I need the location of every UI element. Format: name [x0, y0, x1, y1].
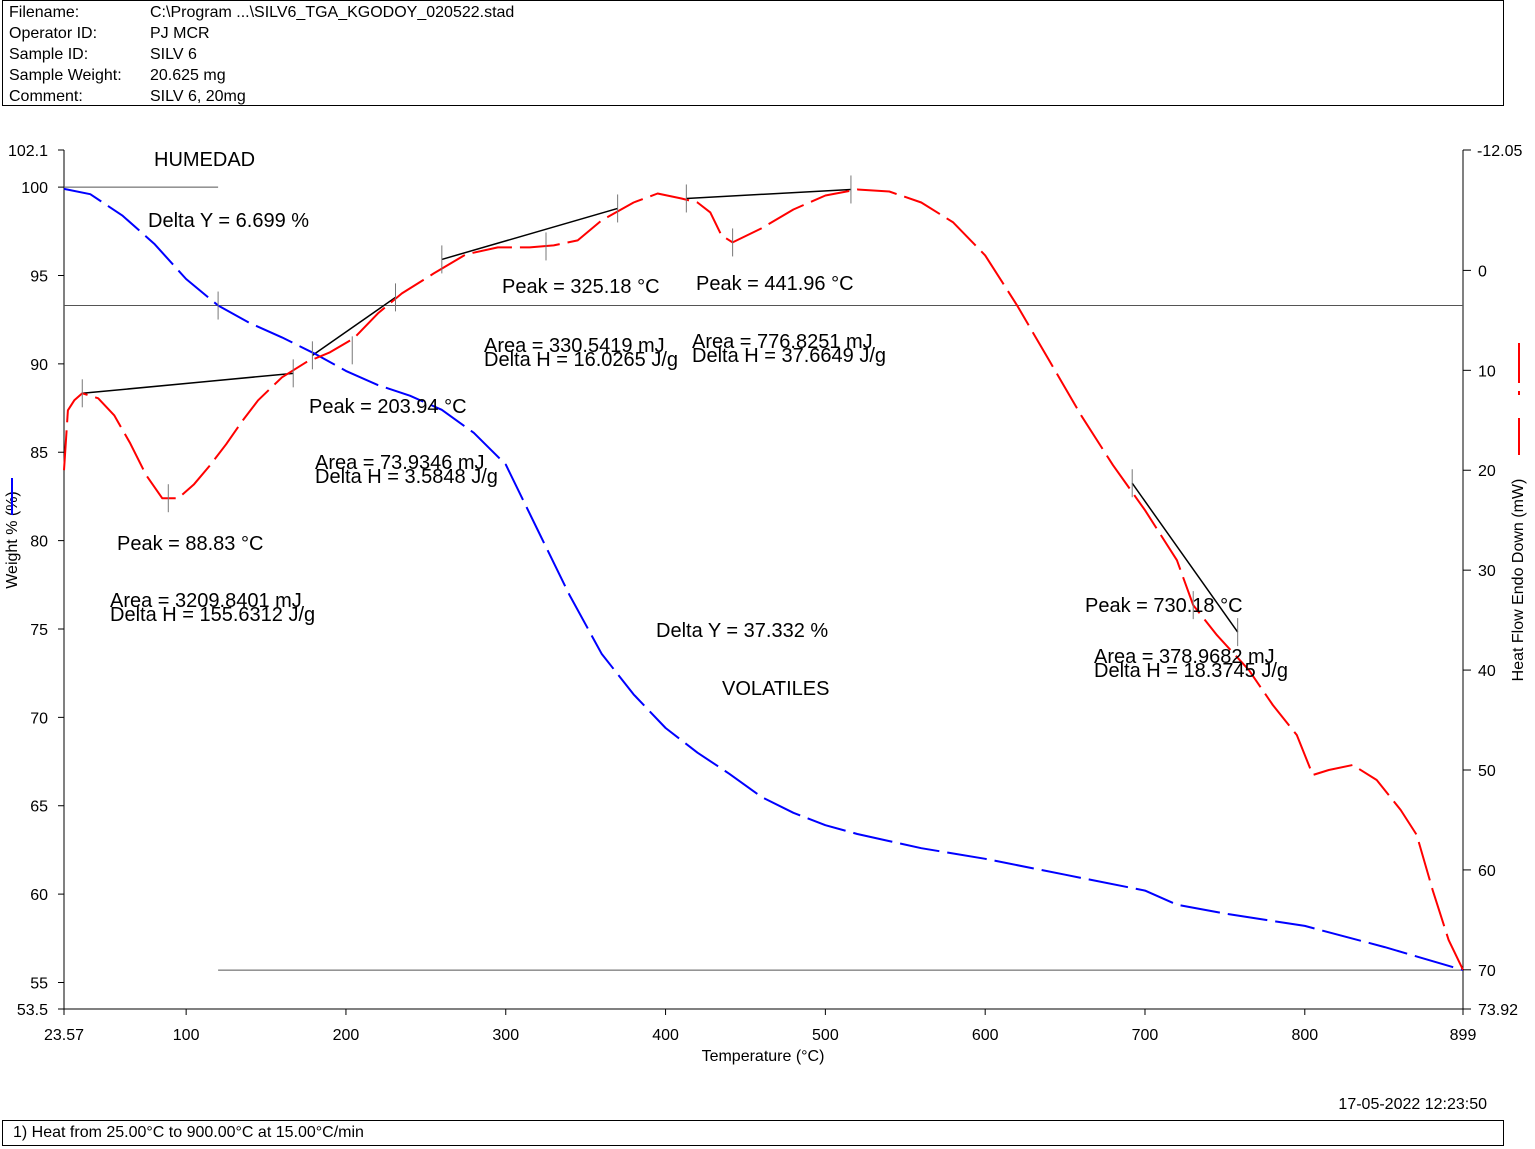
y-tick-label: 55 [30, 975, 48, 992]
annotation-text: Area = 3209.8401 mJ [110, 590, 302, 612]
x-tick-label: 500 [812, 1027, 839, 1044]
y2-tick-label: 10 [1478, 363, 1496, 380]
y2-tick-label: 20 [1478, 463, 1496, 480]
y-tick-label: 80 [30, 534, 48, 551]
x-tick-label: 400 [652, 1027, 679, 1044]
info-key: Sample Weight: [9, 67, 122, 84]
y2-tick-label: 40 [1478, 663, 1496, 680]
annotation-text: Peak = 203.94 °C [309, 396, 467, 418]
annotation-text: Peak = 730.18 °C [1085, 595, 1243, 617]
peak-baseline [441, 207, 618, 261]
y2-tick-label: 0 [1478, 263, 1487, 280]
timestamp: 17-05-2022 12:23:50 [1338, 1096, 1487, 1113]
info-row-filename: Filename: C:\Program ...\SILV6_TGA_KGODOY… [9, 3, 514, 23]
info-row-comment: Comment: SILV 6, 20mg [9, 87, 246, 107]
y2-tick-label: 70 [1478, 963, 1496, 980]
annotation-text: HUMEDAD [154, 149, 255, 171]
annotation-text: Peak = 441.96 °C [696, 273, 854, 295]
y-tick-label: 102.1 [8, 143, 48, 160]
info-value: C:\Program ...\SILV6_TGA_KGODOY_020522.s… [150, 4, 515, 21]
peak-baseline [1131, 482, 1239, 633]
annotation-text: Area = 330.5419 mJ [484, 335, 665, 357]
x-tick-label: 300 [492, 1027, 519, 1044]
y-tick-label: 75 [30, 622, 48, 639]
annotation-text: Peak = 325.18 °C [502, 276, 660, 298]
info-row-operator: Operator ID: PJ MCR [9, 24, 210, 44]
x-tick-label: 200 [333, 1027, 360, 1044]
y-tick-label: 65 [30, 799, 48, 816]
peak-baseline [82, 372, 294, 395]
reference-lines [64, 186, 1463, 971]
y-tick-label: 60 [30, 887, 48, 904]
heatflow-series-line [63, 188, 1464, 971]
sample-info-box: Filename: C:\Program ...\SILV6_TGA_KGODOY… [2, 0, 1504, 106]
annotation-text: Delta H = 18.3745 J/g [1094, 660, 1288, 682]
y-tick-label: 100 [21, 180, 48, 197]
annotation-text: Peak = 88.83 °C [117, 533, 263, 555]
info-value: SILV 6 [150, 46, 197, 63]
y-axis-label: Weight % (%) [4, 491, 21, 589]
info-key: Operator ID: [9, 25, 98, 42]
info-key: Comment: [9, 88, 83, 105]
peak-baseline [311, 296, 396, 356]
x-tick-label: 100 [173, 1027, 200, 1044]
x-tick-label: 600 [972, 1027, 999, 1044]
annotation-text: VOLATILES [722, 678, 829, 700]
annotations: HUMEDAD Delta Y = 6.699 % Peak = 325.18 °C… [110, 149, 1288, 700]
annotation-text: Area = 776.8251 mJ [692, 331, 873, 353]
x-axis-label: Temperature (°C) [702, 1048, 825, 1065]
info-row-sample-id: Sample ID: SILV 6 [9, 45, 197, 65]
method-text: 1) Heat from 25.00°C to 900.00°C at 15.0… [13, 1124, 364, 1141]
info-value: 20.625 mg [150, 67, 226, 84]
method-box: 1) Heat from 25.00°C to 900.00°C at 15.0… [2, 1120, 1504, 1146]
info-row-sample-weight: Sample Weight: 20.625 mg [9, 66, 226, 86]
annotation-text: Delta H = 155.6312 J/g [110, 604, 315, 626]
peak-baseline [686, 188, 851, 200]
annotation-text: Area = 378.9682 mJ [1094, 646, 1275, 668]
y2-tick-label: -12.05 [1477, 143, 1522, 160]
weight-series-line [63, 187, 1464, 972]
annotation-text: Delta Y = 37.332 % [656, 620, 828, 642]
data-series [63, 187, 1464, 972]
plot-frame [63, 150, 1464, 1010]
y2-tick-label: 60 [1478, 863, 1496, 880]
annotation-text: Delta H = 37.6649 J/g [692, 345, 886, 367]
y-tick-label: 90 [30, 357, 48, 374]
x-tick-label: 700 [1132, 1027, 1159, 1044]
y2-tick-label: 30 [1478, 563, 1496, 580]
y-tick-label: 95 [30, 268, 48, 285]
x-tick-label: 899 [1450, 1027, 1477, 1044]
baseline-segments [82, 188, 1239, 633]
info-key: Filename: [9, 4, 80, 21]
y-tick-label: 70 [30, 710, 48, 727]
x-tick-label: 800 [1291, 1027, 1318, 1044]
info-key: Sample ID: [9, 46, 89, 63]
axis-ticks: 23.57 100 200 300 400 500 600 700 800 899102.1100… [8, 143, 1523, 1044]
info-value: SILV 6, 20mg [150, 88, 246, 105]
axis-legend-swatches [11, 343, 1520, 515]
y-tick-label: 53.5 [17, 1002, 48, 1019]
annotation-text: Delta H = 16.0265 J/g [484, 349, 678, 371]
annotation-text: Area = 73.9346 mJ [315, 452, 485, 474]
annotation-text: Delta Y = 6.699 % [148, 210, 309, 232]
x-tick-label: 23.57 [44, 1027, 84, 1044]
y2-tick-label: 50 [1478, 763, 1496, 780]
tick-markers [81, 175, 1239, 647]
y2-tick-label: 73.92 [1478, 1002, 1518, 1019]
y-tick-label: 85 [30, 445, 48, 462]
info-value: PJ MCR [150, 25, 210, 42]
annotation-text: Delta H = 3.5848 J/g [315, 466, 498, 488]
y2-axis-label: Heat Flow Endo Down (mW) [1510, 479, 1527, 682]
